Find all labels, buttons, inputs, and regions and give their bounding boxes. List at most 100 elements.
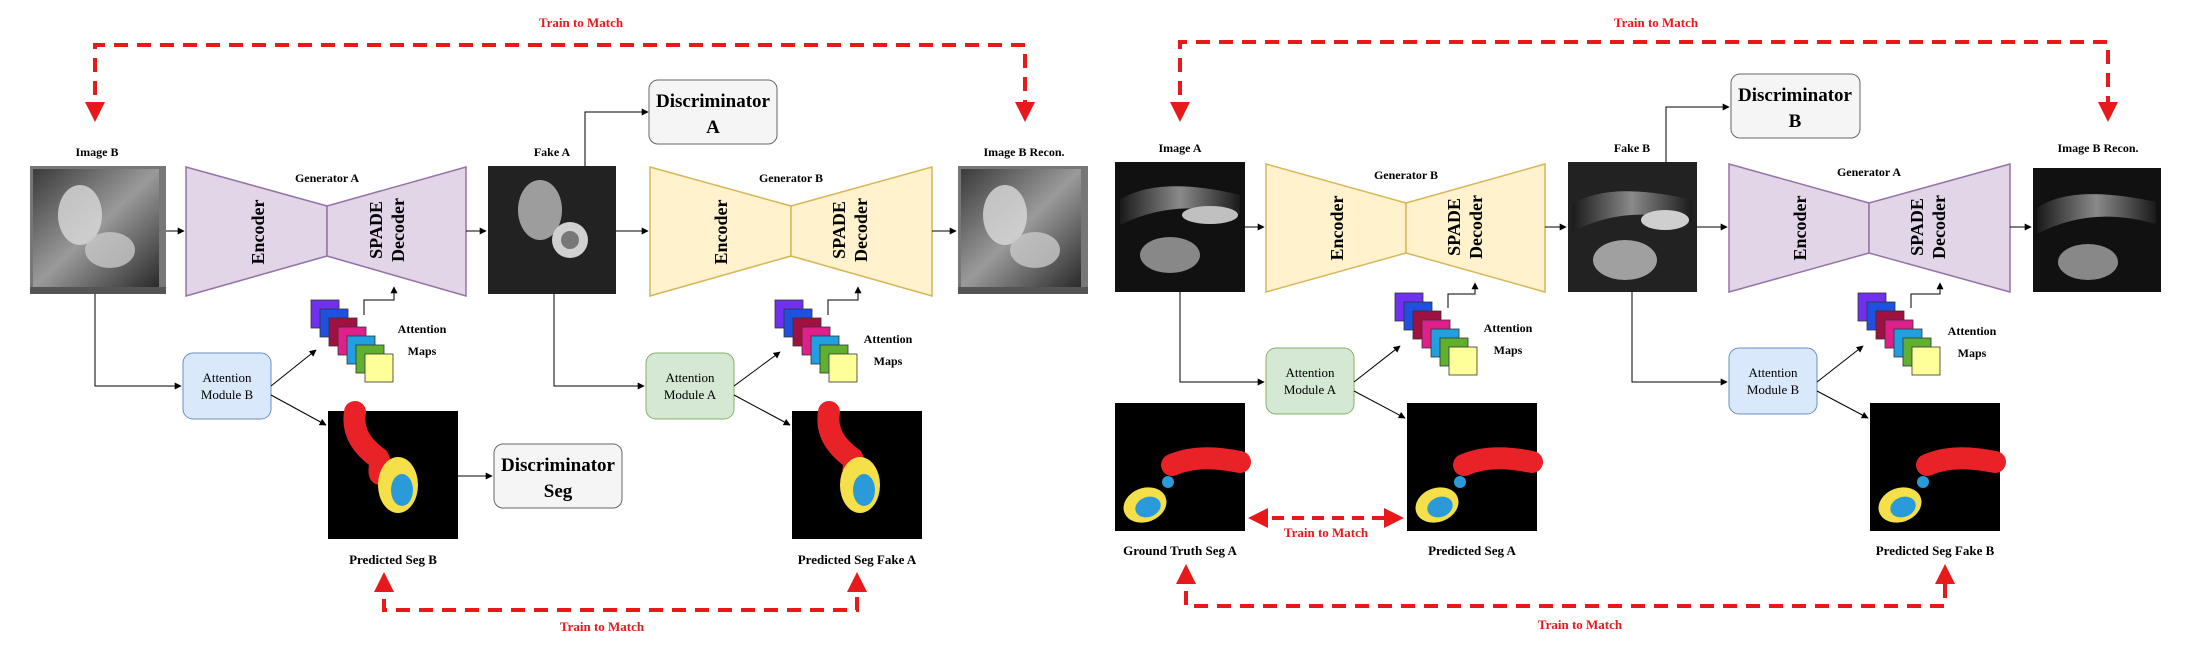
- right-gen1-title: Generator B: [1374, 168, 1438, 182]
- right-recon-label: Image B Recon.: [2058, 141, 2139, 155]
- left-input-label: Image B: [76, 145, 119, 159]
- left-gen1-decoder-l2: Decoder: [388, 198, 408, 262]
- left-arrow-attn2-seg: [733, 394, 791, 426]
- left-generator-a: Encoder SPADE Decoder: [185, 166, 467, 297]
- right-gt-seg-label: Ground Truth Seg A: [1123, 543, 1237, 558]
- right-gt-seg-a: [1115, 403, 1251, 531]
- left-segdisc-l1: Discriminator: [501, 455, 616, 476]
- right-maps2-l1: Attention: [1948, 324, 1997, 338]
- left-attn2-l1: Attention: [665, 370, 715, 385]
- right-gen1-encoder: Encoder: [1327, 195, 1347, 260]
- right-fake-image: [1568, 162, 1697, 292]
- left-arrow-attn1-seg: [270, 394, 327, 426]
- right-input-label: Image A: [1159, 141, 1202, 155]
- left-gen1-title: Generator A: [295, 171, 359, 185]
- left-generator-b: Encoder SPADE Decoder: [649, 166, 933, 297]
- left-train-top-label: Train to Match: [539, 15, 624, 30]
- right-attn1-l1: Attention: [1285, 365, 1335, 380]
- right-gen1-decoder-l2: Decoder: [1466, 195, 1486, 259]
- left-pred-seg-b: [328, 401, 458, 539]
- left-attention-module-b: Attention Module B: [182, 352, 272, 420]
- left-gen1-decoder-l1: SPADE: [366, 201, 386, 259]
- right-train-bottom-loop: [1176, 564, 1955, 608]
- left-arrow-fake-disc: [584, 108, 649, 166]
- left-input-image: [30, 166, 166, 294]
- left-attn1-l2: Module B: [201, 387, 254, 402]
- right-pred-seg-a: [1407, 403, 1543, 531]
- right-train-top-loop: [1170, 40, 2118, 122]
- left-panel: Train to Match Image B Generator A Encod…: [30, 15, 1088, 634]
- right-arrow-attn2-seg: [1816, 390, 1869, 419]
- right-disc1-l2: B: [1789, 111, 1802, 132]
- right-train-bottom-label: Train to Match: [1538, 617, 1623, 632]
- left-maps1-l2: Maps: [408, 344, 437, 358]
- left-arrow-img-attn1: [94, 294, 182, 390]
- right-attention-maps-1: [1394, 292, 1478, 376]
- right-gen2-decoder-l1: SPADE: [1907, 198, 1927, 256]
- right-fake-label: Fake B: [1614, 141, 1650, 155]
- left-train-bottom-label: Train to Match: [560, 619, 645, 634]
- right-generator-b: Encoder SPADE Decoder: [1265, 163, 1546, 293]
- left-arrow-attn2-maps: [733, 351, 781, 387]
- right-pred-seg-1-label: Predicted Seg A: [1428, 543, 1516, 558]
- left-arrow-maps1-decoder: [363, 286, 398, 315]
- right-train-top-label: Train to Match: [1614, 15, 1699, 30]
- left-gen2-decoder-l1: SPADE: [829, 201, 849, 259]
- left-pred-seg-1-label: Predicted Seg B: [349, 552, 437, 567]
- left-recon-image: [958, 166, 1088, 294]
- right-arrow-attn1-maps: [1353, 345, 1401, 383]
- left-train-bottom-loop: [374, 572, 867, 612]
- right-maps2-l2: Maps: [1958, 346, 1987, 360]
- right-attn2-l1: Attention: [1748, 365, 1798, 380]
- right-arrow-attn1-seg: [1353, 390, 1406, 419]
- right-gen1-decoder-l1: SPADE: [1444, 198, 1464, 256]
- left-pred-seg-2-label: Predicted Seg Fake A: [798, 552, 917, 567]
- right-gen2-decoder-l2: Decoder: [1929, 195, 1949, 259]
- left-attention-module-a: Attention Module A: [645, 352, 735, 420]
- right-disc1-l1: Discriminator: [1738, 85, 1853, 106]
- right-attention-module-b: Attention Module B: [1728, 347, 1818, 415]
- right-arrow-maps1-decoder: [1447, 282, 1479, 308]
- right-arrow-maps2-decoder: [1910, 282, 1944, 308]
- left-gen1-encoder: Encoder: [248, 199, 268, 264]
- right-maps1-l1: Attention: [1484, 321, 1533, 335]
- right-gen2-title: Generator A: [1837, 165, 1901, 179]
- right-train-middle-label: Train to Match: [1284, 525, 1369, 540]
- left-pred-seg-fake-a: [792, 401, 922, 539]
- right-generator-a: Encoder SPADE Decoder: [1728, 163, 2011, 293]
- left-recon-label: Image B Recon.: [984, 145, 1065, 159]
- left-segdisc-l2: Seg: [544, 481, 573, 502]
- right-recon-image: [2033, 168, 2161, 292]
- left-train-top-loop: [85, 43, 1035, 122]
- left-gen2-encoder: Encoder: [711, 199, 731, 264]
- right-gen2-encoder: Encoder: [1790, 195, 1810, 260]
- right-pred-seg-2-label: Predicted Seg Fake B: [1876, 543, 1995, 558]
- left-maps2-l2: Maps: [874, 354, 903, 368]
- right-attn2-l2: Module B: [1747, 382, 1800, 397]
- left-maps2-l1: Attention: [864, 332, 913, 346]
- right-pred-seg-fake-b: [1870, 403, 2006, 531]
- right-attention-module-a: Attention Module A: [1265, 347, 1355, 415]
- left-attn1-l1: Attention: [202, 370, 252, 385]
- right-arrow-attn2-maps: [1816, 345, 1864, 383]
- left-arrow-maps2-decoder: [827, 286, 862, 315]
- right-arrow-img-attn1: [1179, 292, 1265, 386]
- right-maps1-l2: Maps: [1494, 343, 1523, 357]
- left-disc1-l1: Discriminator: [656, 91, 771, 112]
- right-arrow-fake-disc: [1665, 103, 1730, 162]
- left-attention-maps-2: [774, 299, 858, 383]
- right-arrow-fake-attn2: [1631, 292, 1728, 386]
- right-discriminator-b: Discriminator B: [1730, 73, 1861, 139]
- left-discriminator-seg: Discriminator Seg: [493, 443, 623, 509]
- left-arrow-attn1-maps: [270, 349, 317, 387]
- right-input-image: [1115, 162, 1245, 292]
- left-attention-maps-1: [310, 299, 394, 383]
- left-gen2-decoder-l2: Decoder: [851, 198, 871, 262]
- left-gen2-title: Generator B: [759, 171, 823, 185]
- right-attn1-l2: Module A: [1284, 382, 1337, 397]
- left-discriminator-a: Discriminator A: [648, 79, 778, 145]
- right-attention-maps-2: [1857, 292, 1941, 376]
- right-panel: Train to Match Image A Generator B Encod…: [1115, 15, 2161, 632]
- left-arrow-fake-attn2: [553, 294, 645, 390]
